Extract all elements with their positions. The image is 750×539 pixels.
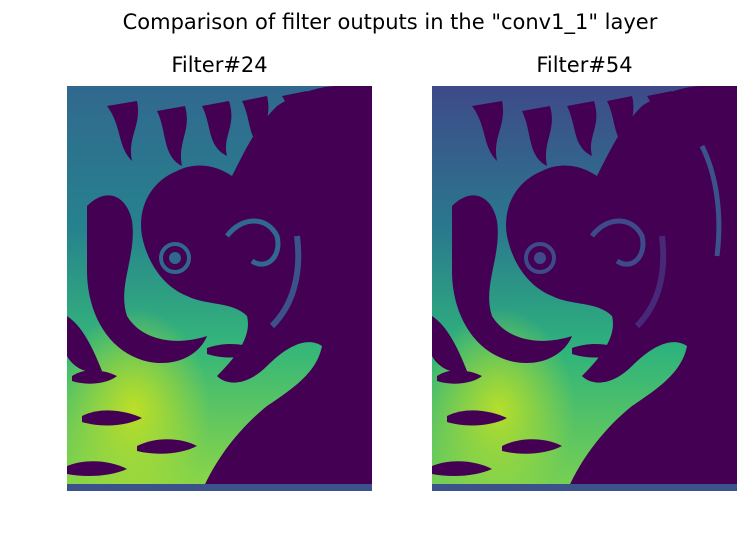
filter-54-heatmap xyxy=(432,86,737,491)
panel-title-filter-24: Filter#24 xyxy=(171,53,268,77)
panel-title-filter-54: Filter#54 xyxy=(536,53,633,77)
filter-24-heatmap xyxy=(67,86,372,491)
figure-suptitle: Comparison of filter outputs in the "con… xyxy=(122,10,658,34)
filter-24-image xyxy=(67,86,372,491)
filter-54-image xyxy=(432,86,737,491)
